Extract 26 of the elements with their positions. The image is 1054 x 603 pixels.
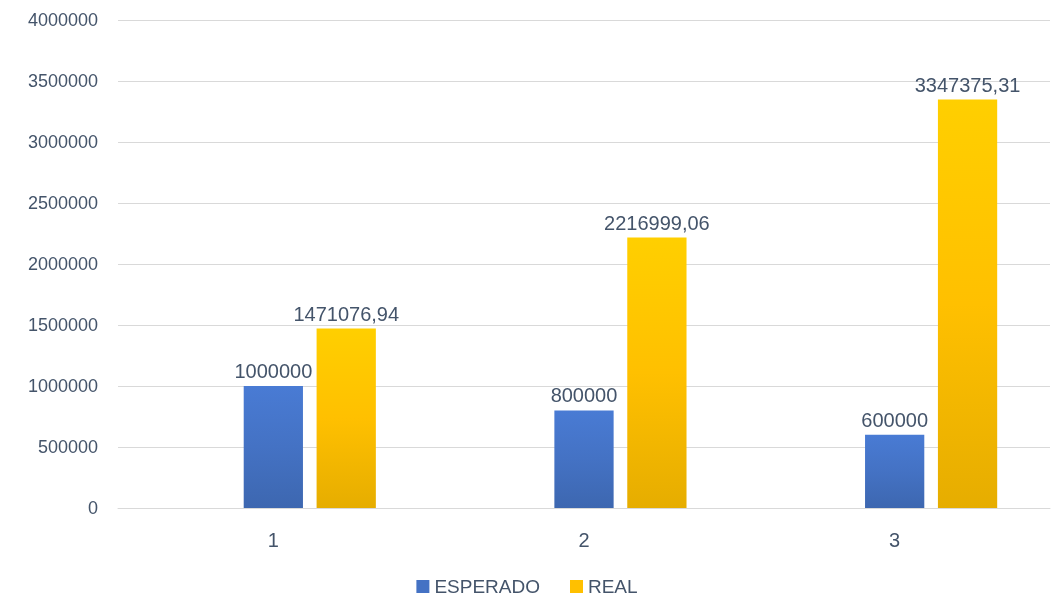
data-label: 1000000 [234, 360, 313, 382]
y-tick-label: 1500000 [27, 315, 98, 335]
data-label: 3347375,31 [914, 73, 1021, 96]
legend-label: REAL [587, 576, 638, 597]
bar [316, 328, 376, 508]
y-tick-label: 2500000 [27, 193, 98, 213]
y-tick-label: 3500000 [27, 71, 98, 91]
y-tick-label: 1000000 [27, 376, 98, 396]
bar [243, 386, 303, 508]
data-label: 800000 [550, 384, 618, 407]
x-tick-label: 2 [578, 529, 590, 551]
x-tick-label: 3 [889, 529, 901, 551]
y-tick-label: 4000000 [27, 10, 98, 30]
data-label: 600000 [861, 408, 929, 431]
legend-label: ESPERADO [434, 576, 540, 597]
x-tick-label: 1 [267, 529, 279, 551]
data-label: 2216999,06 [604, 211, 710, 234]
data-label: 1471076,94 [293, 302, 400, 325]
y-tick-label: 500000 [37, 437, 98, 457]
bar [865, 434, 925, 508]
y-tick-label: 0 [87, 498, 98, 518]
bar [627, 237, 687, 508]
bar [937, 99, 998, 508]
bar [554, 410, 614, 508]
y-tick-label: 2000000 [27, 254, 98, 274]
y-tick-label: 3000000 [27, 132, 98, 152]
